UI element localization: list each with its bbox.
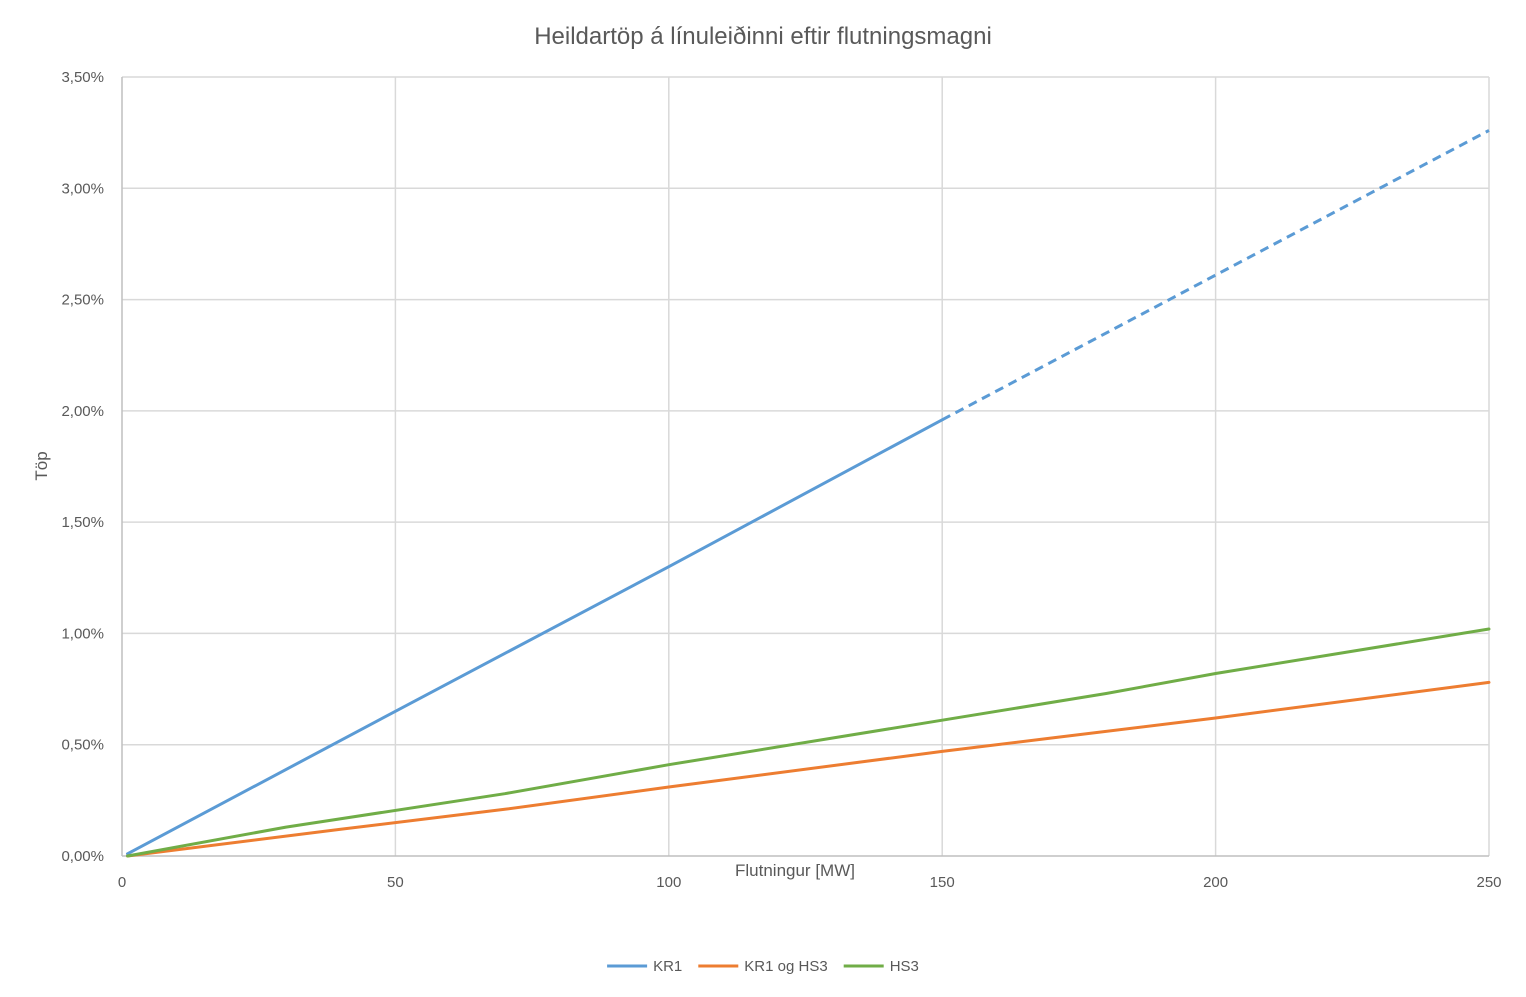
x-axis-label: Flutningur [MW] — [735, 861, 855, 880]
legend-label: KR1 — [653, 958, 682, 975]
y-tick-label: 0,00% — [61, 848, 104, 865]
x-tick-label: 100 — [656, 874, 681, 891]
chart-title: Heildartöp á línuleiðinni eftir flutning… — [534, 23, 992, 50]
series-line-hs3 — [126, 627, 1491, 858]
legend-label: HS3 — [890, 958, 919, 975]
legend-item: KR1 og HS3 — [698, 958, 828, 975]
legend-item: HS3 — [843, 958, 919, 975]
series-layer — [126, 129, 1491, 858]
x-tick-label: 250 — [1476, 874, 1501, 891]
y-tick-label: 3,00% — [61, 180, 104, 197]
grid-layer — [122, 76, 1490, 856]
series-line-kr1 — [126, 418, 944, 856]
y-tick-label: 2,00% — [61, 403, 104, 420]
x-tick-label: 200 — [1203, 874, 1228, 891]
y-tick-label: 0,50% — [61, 737, 104, 754]
y-tick-label: 1,50% — [61, 514, 104, 531]
y-tick-label: 2,50% — [61, 292, 104, 309]
series-line-kr1-og-hs3 — [126, 680, 1491, 858]
x-tick-label: 50 — [387, 874, 404, 891]
axis-layer: 0,00% 0,50% 1,00% 1,50% 2,00% 2,50% 3,00% 3,50%… — [61, 69, 1501, 891]
x-tick-label: 150 — [930, 874, 955, 891]
legend: KR1 KR1 og HS3 HS3 — [607, 958, 919, 975]
y-tick-label: 3,50% — [61, 69, 104, 86]
legend-label: KR1 og HS3 — [744, 958, 827, 975]
y-tick-label: 1,00% — [61, 625, 104, 642]
series-line-kr1-extrapolated — [941, 129, 1490, 422]
y-axis-label: Töp — [32, 451, 51, 480]
legend-item: KR1 — [607, 958, 682, 975]
x-tick-label: 0 — [118, 874, 126, 891]
